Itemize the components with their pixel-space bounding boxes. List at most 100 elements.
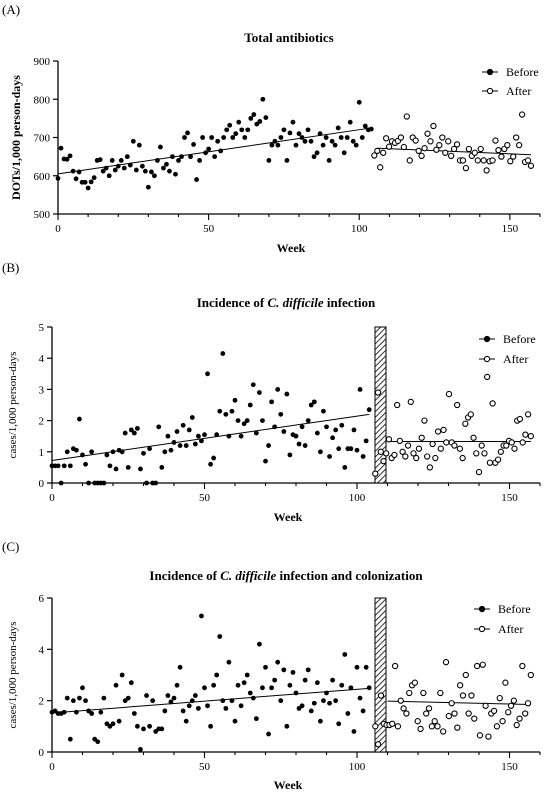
data-point-before (171, 440, 177, 445)
data-point-before (215, 138, 221, 144)
data-point-before (104, 452, 110, 458)
data-point-after (483, 167, 490, 174)
data-point-before (290, 670, 296, 675)
chart-title-italic: C. difficile (268, 295, 324, 310)
data-point-after (391, 662, 399, 670)
data-point-after (459, 692, 467, 699)
data-point-before (366, 407, 372, 413)
data-point-before (197, 158, 202, 163)
data-point-after (425, 705, 433, 712)
data-point-before (324, 690, 329, 696)
data-point-after (429, 440, 436, 448)
data-point-after (380, 458, 387, 465)
data-point-after (510, 697, 518, 704)
data-point-after (434, 428, 442, 435)
legend-marker-before (486, 68, 494, 76)
data-point-before (263, 664, 268, 670)
data-point-before (64, 449, 70, 455)
data-point-after (471, 715, 478, 722)
x-tick-label: 50 (199, 492, 211, 504)
data-point-before (293, 690, 299, 696)
data-point-before (205, 371, 210, 377)
data-point-before (58, 480, 64, 486)
x-tick-label: 50 (199, 761, 211, 773)
data-point-before (351, 427, 357, 433)
data-point-before (227, 122, 233, 128)
data-point-after (480, 157, 487, 164)
data-point-before (314, 150, 320, 156)
data-point-after (489, 157, 496, 164)
data-point-before (144, 693, 149, 698)
data-point-before (287, 130, 293, 136)
data-point-before (226, 433, 232, 439)
data-point-after (522, 431, 529, 438)
data-point-before (339, 682, 345, 688)
data-point-before (281, 127, 287, 133)
data-point-before (211, 455, 217, 461)
data-point-before (314, 430, 320, 436)
y-axis-title: DOTs/1,000 person-days (9, 75, 23, 200)
data-point-after (496, 694, 503, 702)
data-point-before (269, 142, 275, 148)
data-point-before (168, 699, 174, 705)
data-point-before (61, 709, 67, 715)
data-point-before (342, 465, 348, 470)
data-point-before (214, 432, 220, 438)
data-point-before (260, 685, 265, 691)
data-point-after (445, 712, 452, 720)
data-point-after (448, 700, 455, 707)
data-point-before (344, 135, 350, 140)
data-point-before (247, 402, 253, 408)
data-point-before (110, 449, 116, 455)
data-point-after (397, 134, 405, 141)
data-point-before (170, 154, 175, 160)
x-tick-label: 150 (501, 761, 518, 773)
data-point-after (478, 442, 485, 449)
data-point-before (224, 127, 230, 133)
data-point-before (357, 387, 363, 392)
data-point-after (454, 401, 461, 409)
data-point-before (284, 158, 290, 163)
data-point-after (412, 137, 419, 144)
data-point-before (347, 119, 353, 125)
data-point-before (174, 682, 180, 688)
data-point-before (164, 161, 169, 167)
data-point-before (244, 672, 250, 678)
data-point-after (380, 149, 387, 156)
legend-marker-after (483, 355, 491, 363)
data-point-after (456, 682, 464, 689)
data-point-before (199, 438, 204, 444)
data-point-before (217, 634, 223, 639)
data-point-after (391, 451, 398, 459)
data-point-after (453, 141, 461, 148)
data-point-before (97, 157, 103, 163)
data-point-after (524, 157, 532, 164)
data-point-after (437, 689, 444, 697)
data-point-before (168, 447, 174, 453)
data-point-before (196, 433, 201, 439)
data-point-after (394, 723, 402, 730)
y-tick-label: 0 (39, 478, 45, 490)
data-point-before (350, 138, 356, 144)
data-point-before (311, 399, 317, 405)
data-point-after (410, 450, 417, 457)
data-point-before (192, 693, 198, 698)
intervention-period-band (374, 597, 387, 753)
data-point-after (413, 454, 420, 462)
data-point-after (507, 702, 515, 709)
data-point-before (86, 480, 91, 486)
data-point-before (180, 708, 186, 714)
trend-line-before (51, 413, 370, 462)
data-point-after (382, 135, 390, 142)
legend-marker-after (478, 625, 486, 633)
y-tick-label: 0 (39, 747, 45, 759)
data-point-before (223, 411, 229, 417)
data-point-before (257, 390, 262, 395)
data-point-before (113, 682, 119, 688)
data-point-after (454, 724, 461, 731)
data-point-before (299, 135, 305, 140)
data-point-after (524, 700, 532, 707)
data-point-before (272, 677, 278, 683)
data-point-before (138, 466, 143, 472)
data-point-before (272, 424, 278, 430)
